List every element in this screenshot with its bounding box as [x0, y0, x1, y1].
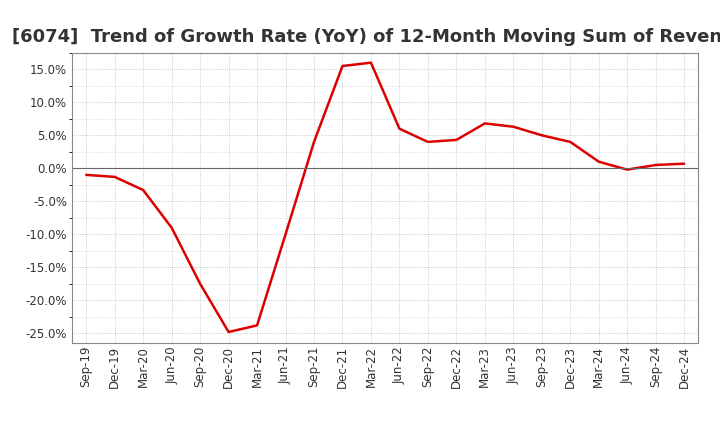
Title: [6074]  Trend of Growth Rate (YoY) of 12-Month Moving Sum of Revenues: [6074] Trend of Growth Rate (YoY) of 12-…: [12, 28, 720, 46]
